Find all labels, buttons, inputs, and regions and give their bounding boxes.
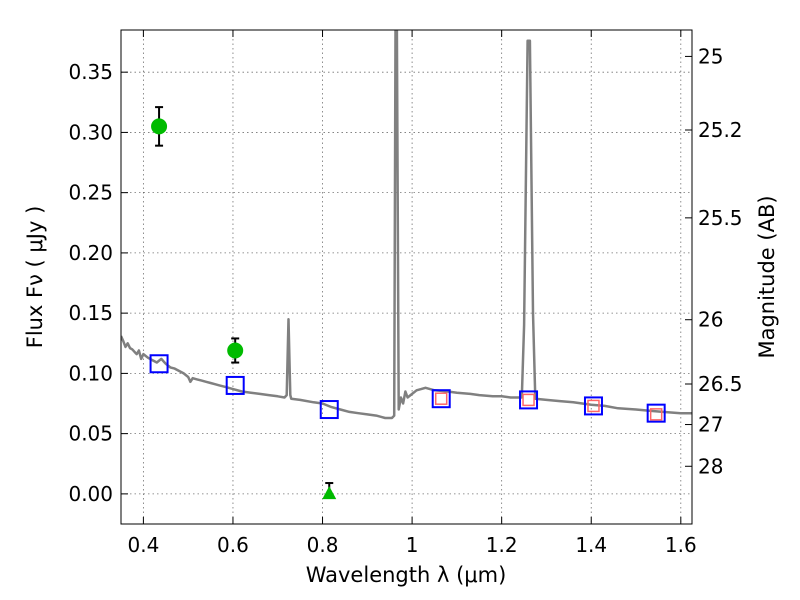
observed-point <box>227 342 244 359</box>
model-photometry-square <box>646 403 666 423</box>
y2-tick-label: 25.5 <box>698 206 743 230</box>
grid-lines <box>121 30 692 524</box>
y-tick-label: 0.15 <box>68 301 113 325</box>
model-photometry-square <box>519 390 539 410</box>
model-photometry-red-square <box>649 408 663 421</box>
model-photometry-square <box>431 389 451 409</box>
y2-tick-label: 26 <box>698 308 723 332</box>
axis-ticks: 0.4 0.6 0.8 1 1.2 1.4 1.6 0.00 0.05 0.10 0.15 0.20 0… <box>68 30 743 557</box>
model-photometry-red-square <box>434 392 448 405</box>
y-tick-label: 0.30 <box>68 120 113 144</box>
model-photometry-square <box>319 400 339 420</box>
y2-tick-label: 28 <box>698 454 723 478</box>
observed-point <box>151 118 168 135</box>
x-tick-label: 1 <box>406 533 419 557</box>
x-tick-label: 0.6 <box>217 533 249 557</box>
y-tick-label: 0.00 <box>68 482 113 506</box>
model-photometry-square <box>583 396 603 416</box>
x-tick-label: 1.4 <box>575 533 607 557</box>
model-photometry-square <box>225 375 245 395</box>
x-axis-title: Wavelength λ (μm) <box>306 563 507 587</box>
y-tick-label: 0.10 <box>68 361 113 385</box>
y2-tick-label: 26.5 <box>698 372 743 396</box>
x-tick-label: 0.4 <box>127 533 159 557</box>
spectrum-line <box>121 30 692 420</box>
plot-frame <box>120 29 693 525</box>
y-tick-label: 0.20 <box>68 241 113 265</box>
x-tick-label: 1.6 <box>665 533 697 557</box>
x-tick-label: 0.8 <box>307 533 339 557</box>
upper-limit-triangle <box>322 486 337 500</box>
y-tick-label: 0.25 <box>68 181 113 205</box>
model-photometry-red-square <box>522 393 535 407</box>
y2-tick-label: 25 <box>698 44 723 68</box>
y2-axis-title: Magnitude (AB) <box>755 195 779 358</box>
y2-tick-label: 25.2 <box>698 118 743 142</box>
model-photometry-red-square <box>587 399 600 413</box>
y-axis-title: Flux Fν ( μJy ) <box>23 206 47 349</box>
y-tick-label: 0.35 <box>68 60 113 84</box>
model-photometry-square <box>149 354 169 374</box>
y2-tick-label: 27 <box>698 413 723 437</box>
y-tick-label: 0.05 <box>68 422 113 446</box>
x-tick-label: 1.2 <box>486 533 518 557</box>
plot-area <box>121 30 692 500</box>
